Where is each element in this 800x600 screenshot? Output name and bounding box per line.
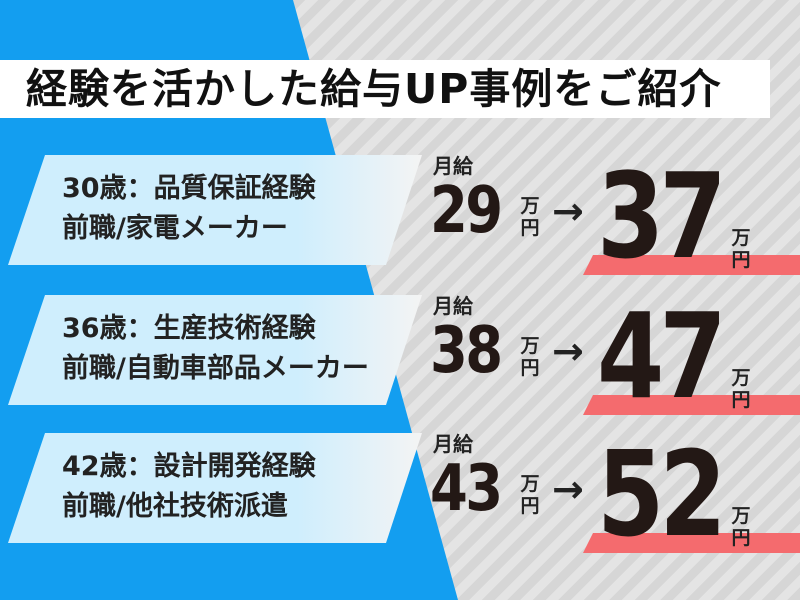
unit-man: 万 (731, 227, 751, 249)
arrow-right-icon: → (552, 329, 584, 373)
salary-before-unit: 万円 (519, 195, 541, 239)
salary-label: 月給 (433, 294, 473, 318)
case-card: 42歳：設計開発経験 前職/他社技術派遣 (0, 433, 430, 545)
unit-yen: 円 (520, 495, 540, 517)
case-profile: 30歳：品質保証経験 (62, 173, 316, 204)
highlight-bar (583, 255, 800, 275)
case-profile: 42歳：設計開発経験 (62, 451, 316, 482)
case-profile: 36歳：生産技術経験 (62, 313, 316, 344)
unit-man: 万 (731, 505, 751, 527)
case-previous-job: 前職/家電メーカー (62, 213, 288, 244)
salary-change: 月給 38 万円 → 47 万円 (0, 295, 800, 425)
salary-change: 月給 29 万円 → 37 万円 (0, 155, 800, 285)
unit-man: 万 (520, 335, 540, 357)
arrow-right-icon: → (552, 467, 584, 511)
salary-label: 月給 (433, 432, 473, 456)
unit-man: 万 (520, 195, 540, 217)
salary-before: 38 (430, 314, 503, 388)
salary-after-unit: 万円 (730, 227, 752, 271)
salary-after-unit: 万円 (730, 367, 752, 411)
unit-yen: 円 (520, 217, 540, 239)
case-card: 36歳：生産技術経験 前職/自動車部品メーカー (0, 295, 430, 407)
salary-before: 29 (430, 174, 503, 248)
title-banner (0, 60, 770, 118)
salary-after: 37 (597, 147, 727, 285)
unit-yen: 円 (731, 389, 751, 411)
case-previous-job: 前職/自動車部品メーカー (62, 353, 369, 384)
salary-before-unit: 万円 (519, 335, 541, 379)
salary-change: 月給 43 万円 → 52 万円 (0, 433, 800, 563)
unit-man: 万 (520, 473, 540, 495)
salary-after: 52 (597, 425, 727, 563)
salary-after-unit: 万円 (730, 505, 752, 549)
salary-before-unit: 万円 (519, 473, 541, 517)
salary-before: 43 (430, 452, 503, 526)
unit-yen: 円 (731, 527, 751, 549)
salary-label: 月給 (433, 154, 473, 178)
page-title: 経験を活かした給与UP事例をご紹介 (26, 65, 722, 113)
unit-yen: 円 (731, 249, 751, 271)
unit-yen: 円 (520, 357, 540, 379)
highlight-bar (583, 533, 800, 553)
arrow-right-icon: → (552, 189, 584, 233)
case-card: 30歳：品質保証経験 前職/家電メーカー (0, 155, 430, 267)
unit-man: 万 (731, 367, 751, 389)
highlight-bar (583, 395, 800, 415)
salary-after: 47 (597, 287, 727, 425)
case-previous-job: 前職/他社技術派遣 (62, 491, 288, 522)
